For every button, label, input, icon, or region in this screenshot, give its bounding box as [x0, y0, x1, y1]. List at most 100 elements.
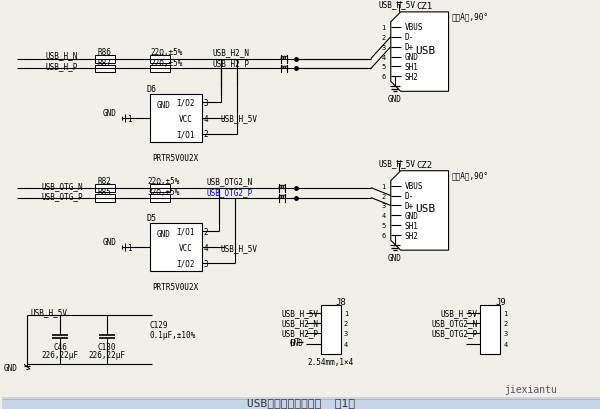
Text: 1: 1	[127, 243, 132, 252]
Text: 6: 6	[382, 74, 386, 80]
Text: USB_OTG_N: USB_OTG_N	[41, 182, 83, 191]
Bar	[95, 65, 115, 73]
Text: USB_H_N: USB_H_N	[46, 51, 78, 60]
Text: D+: D+	[405, 202, 414, 211]
Text: VBUS: VBUS	[405, 182, 423, 191]
Text: 32Ω,±5%: 32Ω,±5%	[148, 188, 180, 197]
Text: PRTR5V0U2X: PRTR5V0U2X	[152, 283, 199, 292]
Text: D5: D5	[147, 213, 157, 222]
Bar	[2, 397, 600, 409]
Text: USB_H_P: USB_H_P	[46, 62, 78, 71]
Text: GND: GND	[405, 211, 419, 220]
Text: 5: 5	[382, 64, 386, 70]
Text: 4: 4	[382, 54, 386, 61]
Text: 2: 2	[344, 320, 348, 326]
Text: jiexiantu: jiexiantu	[504, 384, 557, 394]
Text: GND: GND	[103, 237, 117, 246]
Text: 4: 4	[344, 342, 348, 348]
Text: USB_H2_N: USB_H2_N	[213, 48, 250, 57]
Text: 2: 2	[203, 130, 208, 139]
Text: R82: R82	[98, 177, 112, 186]
Text: GND: GND	[157, 101, 170, 110]
Bar	[95, 56, 115, 63]
Bar	[149, 65, 170, 73]
Text: 立式A口,90°: 立式A口,90°	[452, 12, 489, 21]
Text: C130: C130	[98, 342, 116, 351]
Text: USB_OTG2_P: USB_OTG2_P	[206, 188, 253, 197]
Text: USB_H_5V: USB_H_5V	[379, 159, 416, 168]
Text: GND: GND	[405, 53, 419, 62]
Bar	[95, 194, 115, 202]
Text: 立式A口,90°: 立式A口,90°	[452, 171, 489, 180]
Text: 2: 2	[382, 35, 386, 40]
Text: USB_H_5V: USB_H_5V	[221, 243, 258, 252]
Text: 4: 4	[503, 342, 508, 348]
Bar	[149, 194, 170, 202]
Text: USB_H_5V: USB_H_5V	[221, 115, 258, 124]
Text: GND: GND	[157, 229, 170, 238]
Text: D6: D6	[147, 85, 157, 94]
Text: J9: J9	[495, 298, 506, 306]
Text: 3: 3	[382, 45, 386, 51]
Bar	[95, 184, 115, 192]
Text: C129: C129	[149, 320, 168, 329]
Text: USB_H_5V: USB_H_5V	[379, 0, 416, 9]
Text: 1: 1	[503, 310, 508, 316]
Text: 1: 1	[127, 115, 132, 124]
Text: CZ1: CZ1	[416, 2, 433, 11]
Text: D-: D-	[405, 33, 414, 42]
Bar	[149, 95, 202, 143]
Text: USB电路设计图解大全  第1张: USB电路设计图解大全 第1张	[247, 397, 355, 407]
Text: 1: 1	[382, 183, 386, 189]
Polygon shape	[391, 13, 449, 92]
Text: 22Ω,±5%: 22Ω,±5%	[151, 59, 183, 68]
Text: 3: 3	[344, 330, 348, 336]
Text: GND: GND	[4, 363, 17, 372]
Bar	[149, 184, 170, 192]
Text: 4: 4	[203, 115, 208, 124]
Text: 0.1μF,±10%: 0.1μF,±10%	[149, 330, 196, 339]
Text: 3: 3	[203, 99, 208, 108]
Text: USB_H_5V: USB_H_5V	[440, 308, 478, 317]
Text: USB_OTG2_P: USB_OTG2_P	[431, 328, 478, 337]
Bar	[321, 305, 341, 355]
Text: PRTR5V0U2X: PRTR5V0U2X	[152, 154, 199, 163]
Text: 2.54mm,1×4: 2.54mm,1×4	[308, 357, 354, 366]
Text: 3: 3	[503, 330, 508, 336]
Text: 1: 1	[382, 25, 386, 31]
Bar	[481, 305, 500, 355]
Text: I/O1: I/O1	[176, 227, 195, 236]
Text: USB_H_5V: USB_H_5V	[281, 308, 318, 317]
Bar	[149, 224, 202, 271]
Text: CZ2: CZ2	[416, 161, 433, 170]
Text: 5: 5	[382, 223, 386, 229]
Text: 4: 4	[382, 213, 386, 219]
Text: USB_OTG_P: USB_OTG_P	[41, 191, 83, 200]
Text: 22Ω,±5%: 22Ω,±5%	[148, 177, 180, 186]
Text: J8: J8	[335, 298, 346, 306]
Text: GND: GND	[388, 94, 402, 103]
Text: SH2: SH2	[405, 73, 419, 82]
Text: I/O1: I/O1	[176, 130, 195, 139]
Text: 2: 2	[203, 227, 208, 236]
Text: USB_H_5V: USB_H_5V	[30, 308, 67, 317]
Text: GND: GND	[289, 338, 303, 347]
Text: SH1: SH1	[405, 221, 419, 230]
Text: 1: 1	[344, 310, 348, 316]
Text: C46: C46	[53, 342, 67, 351]
Text: 2: 2	[382, 193, 386, 199]
Text: USB_H2_P: USB_H2_P	[281, 328, 318, 337]
Text: GND: GND	[103, 108, 117, 117]
Bar	[149, 56, 170, 63]
Text: R86: R86	[98, 48, 112, 57]
Polygon shape	[391, 171, 449, 251]
Text: D-: D-	[405, 191, 414, 200]
Text: 226,22μF: 226,22μF	[41, 350, 79, 359]
Text: R87: R87	[98, 59, 112, 68]
Text: USB_H2_N: USB_H2_N	[281, 318, 318, 327]
Text: R85: R85	[98, 188, 112, 197]
Text: USB_OTG2_N: USB_OTG2_N	[206, 177, 253, 186]
Text: I/O2: I/O2	[176, 99, 195, 108]
Text: 4: 4	[203, 243, 208, 252]
Text: 6: 6	[382, 233, 386, 239]
